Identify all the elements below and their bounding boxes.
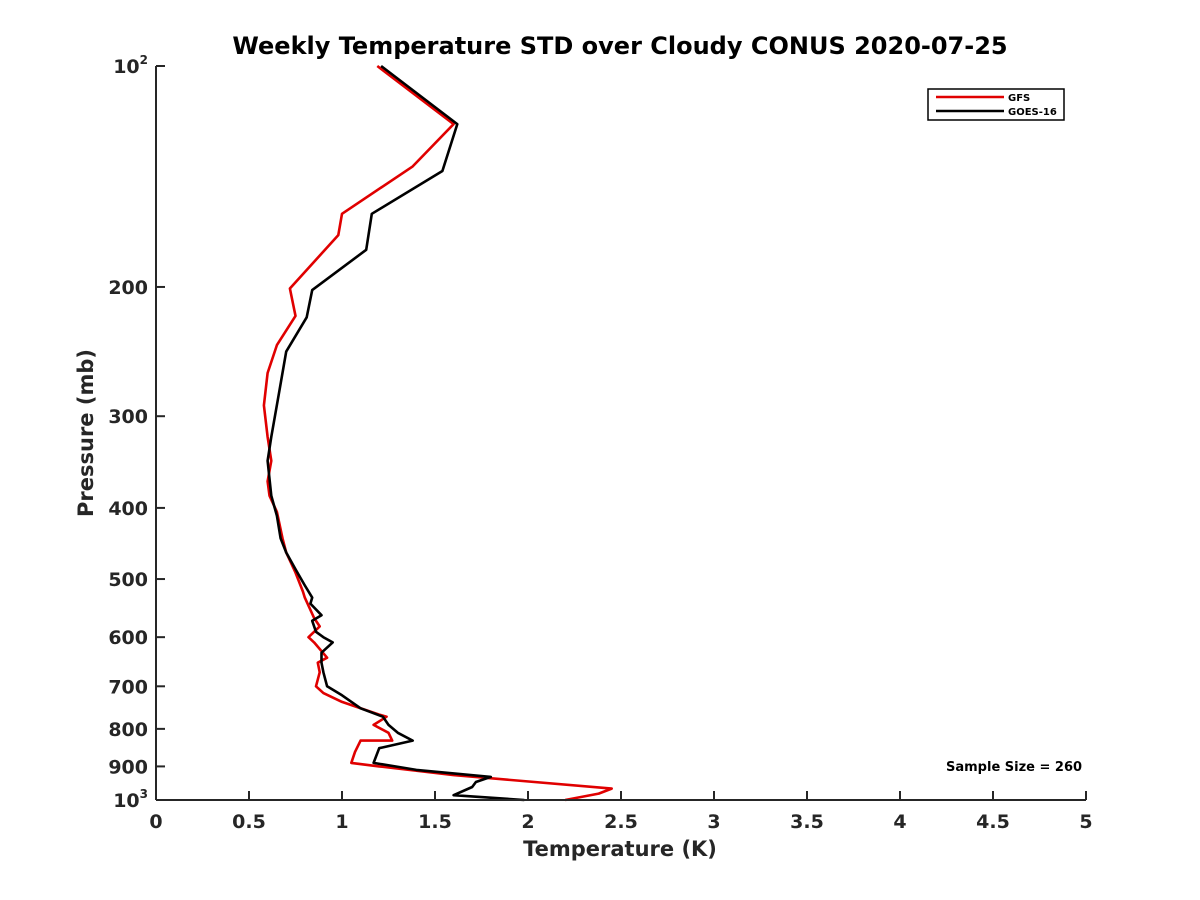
x-tick-label: 4 — [893, 811, 906, 833]
y-tick-label: 600 — [108, 627, 148, 649]
y-tick-base: 10 — [113, 790, 139, 812]
plot-area — [262, 64, 614, 802]
y-tick-label: 200 — [108, 277, 148, 299]
x-ticks: 0 0.5 1 1.5 2 2.5 3 3.5 4 4.5 5 — [149, 791, 1093, 833]
y-tick-exponent: 3 — [140, 787, 148, 801]
sample-size-annotation: Sample Size = 260 — [946, 760, 1082, 775]
y-tick-base: 10 — [113, 56, 139, 78]
x-tick-label: 0 — [149, 811, 162, 833]
chart-title: Weekly Temperature STD over Cloudy CONUS… — [232, 32, 1007, 60]
y-axis-label: Pressure (mb) — [74, 349, 98, 517]
x-tick-label: 2.5 — [604, 811, 638, 833]
y-tick-label: 400 — [108, 498, 148, 520]
y-tick-label: 800 — [108, 719, 148, 741]
x-tick-label: 3.5 — [790, 811, 824, 833]
legend-label-goes-16: GOES-16 — [1008, 107, 1057, 118]
legend-box — [927, 88, 1065, 121]
series-line-gfs — [262, 64, 614, 802]
legend-label-gfs: GFS — [1008, 93, 1030, 104]
x-tick-label: 0.5 — [232, 811, 266, 833]
x-tick-label: 2 — [521, 811, 534, 833]
y-tick-label: 900 — [108, 756, 148, 778]
y-tick-label: 102 — [113, 53, 148, 78]
x-tick-label: 4.5 — [976, 811, 1010, 833]
x-axis-label: Temperature (K) — [523, 837, 717, 861]
series-line-goes-16 — [266, 64, 525, 802]
x-tick-label: 1 — [335, 811, 348, 833]
x-tick-label: 1.5 — [418, 811, 452, 833]
y-tick-label: 500 — [108, 569, 148, 591]
y-tick-label: 700 — [108, 676, 148, 698]
legend: GFS GOES-16 — [927, 88, 1065, 121]
x-tick-label: 3 — [707, 811, 720, 833]
x-tick-label: 5 — [1079, 811, 1092, 833]
y-tick-label: 103 — [113, 787, 148, 812]
y-tick-label: 300 — [108, 406, 148, 428]
axes: 0 0.5 1 1.5 2 2.5 3 3.5 4 4.5 5 102200300400500600… — [108, 53, 1092, 833]
y-tick-exponent: 2 — [140, 53, 148, 67]
